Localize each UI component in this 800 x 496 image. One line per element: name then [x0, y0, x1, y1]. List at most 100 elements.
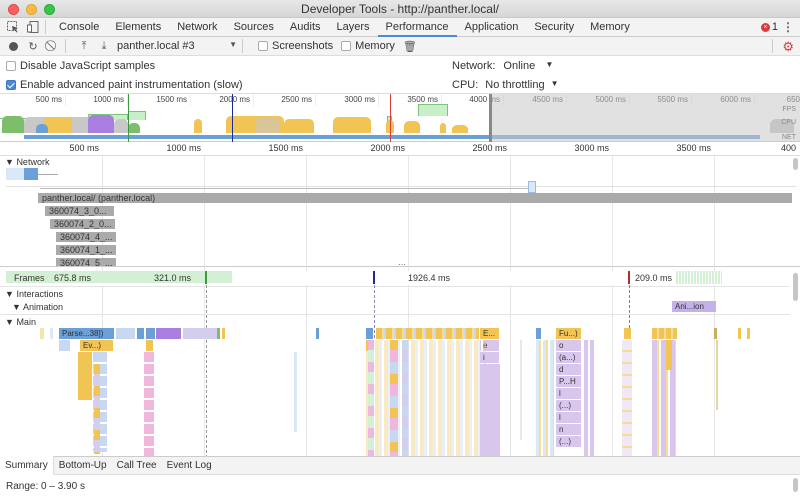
frame-duration[interactable]: 209.0 ms [635, 273, 673, 283]
timeline-overview[interactable]: 500 ms 1000 ms 1500 ms 2000 ms 2500 ms 3… [0, 94, 800, 142]
disable-js-samples-checkbox[interactable]: Disable JavaScript samples [6, 60, 155, 72]
cpu-graph [452, 125, 468, 133]
cpu-graph [2, 116, 24, 133]
expand-triangle-icon: ▼ [5, 317, 14, 327]
flame-event[interactable]: o [556, 340, 582, 351]
network-scrollbar[interactable] [793, 158, 798, 170]
cpu-graph [194, 119, 202, 133]
flame-event[interactable]: d [556, 364, 582, 375]
overview-window-resizer[interactable] [489, 94, 492, 142]
maximize-window-button[interactable] [44, 4, 55, 15]
screenshots-checkbox-box[interactable] [258, 41, 268, 51]
reload-record-button[interactable]: ↻ [26, 39, 40, 53]
memory-checkbox[interactable]: Memory [341, 40, 395, 52]
tab-security[interactable]: Security [534, 20, 575, 33]
dom-content-loaded-marker [128, 94, 129, 142]
flame-event[interactable]: E... [480, 328, 500, 339]
network-graph [0, 135, 760, 139]
record-icon [8, 41, 18, 51]
tab-audits[interactable]: Audits [289, 20, 321, 33]
tab-memory[interactable]: Memory [590, 20, 630, 33]
network-request[interactable]: 360074_3_0... [45, 206, 114, 216]
tab-network[interactable]: Network [177, 20, 218, 33]
device-toolbar-icon[interactable] [26, 20, 40, 34]
save-profile-button[interactable]: ⤓ [97, 39, 111, 53]
overview-tick: 1000 ms [93, 95, 124, 104]
cpu-graph [44, 117, 72, 133]
flame-chart-scrollbar[interactable] [793, 273, 798, 301]
profile-select[interactable]: panther.local #3 ▼ [117, 40, 237, 52]
record-button[interactable] [6, 39, 20, 53]
cpu-graph [88, 115, 114, 133]
animation-event[interactable]: Ani...ion [672, 301, 716, 312]
network-track: ▼ Network panther.local/ (panther.local)… [0, 156, 800, 267]
flame-event[interactable]: (...) [556, 436, 582, 447]
cpu-graph [114, 119, 128, 133]
network-request[interactable]: 360074_5_... [56, 258, 116, 266]
tab-application[interactable]: Application [464, 20, 519, 33]
flame-event-function-call[interactable]: Fu...) [556, 328, 582, 339]
window-controls [8, 4, 55, 15]
advanced-paint-checkbox[interactable]: Enable advanced paint instrumentation (s… [6, 79, 243, 91]
overview-unselected-region [490, 94, 800, 141]
flame-chart[interactable]: Frames 675.8 ms 321.0 ms 1926.4 ms 209.0… [0, 267, 800, 458]
memory-checkbox-box[interactable] [341, 41, 352, 51]
flame-event[interactable]: i [480, 352, 500, 363]
interactions-label: Interactions [16, 289, 63, 299]
inspect-element-icon[interactable] [6, 20, 20, 34]
network-track-header[interactable]: ▼ Network [5, 157, 49, 167]
disable-js-samples-checkbox-box[interactable] [6, 61, 16, 71]
flame-event-parse-html[interactable]: Parse...38]) [59, 328, 115, 339]
ruler-tick: 2500 ms [472, 143, 507, 153]
error-icon: × [760, 22, 770, 32]
tab-summary[interactable]: Summary [0, 456, 54, 475]
overview-tick: 500 ms [35, 95, 62, 104]
network-throttling-select[interactable]: Online ▼ [503, 60, 553, 72]
collect-garbage-button[interactable]: 🗑 [403, 39, 417, 53]
clear-button[interactable]: ⃠ [46, 39, 60, 53]
flame-event[interactable]: l [556, 388, 582, 399]
flame-event[interactable]: l [556, 412, 582, 423]
network-request[interactable]: 360074_2_0... [50, 219, 115, 229]
upload-icon: ⤒ [81, 39, 87, 52]
window-titlebar: Developer Tools - http://panther.local/ [0, 0, 800, 18]
screenshots-checkbox[interactable]: Screenshots [258, 40, 333, 52]
network-request[interactable]: panther.local/ (panther.local) [38, 193, 792, 203]
flame-event-evaluate-script[interactable]: Ev...) [80, 340, 114, 351]
flame-event[interactable]: P...H [556, 376, 582, 387]
main-thread-header[interactable]: ▼ Main [5, 317, 36, 327]
more-options-icon[interactable]: ⋮ [782, 20, 794, 34]
tab-sources[interactable]: Sources [233, 20, 274, 33]
minimize-window-button[interactable] [26, 4, 37, 15]
frame-duration[interactable]: 321.0 ms [154, 273, 192, 283]
network-request[interactable]: 360074_4_... [56, 232, 116, 242]
tab-layers[interactable]: Layers [336, 20, 370, 33]
network-request-bar[interactable] [528, 181, 536, 193]
flame-event[interactable]: (a...) [556, 352, 582, 363]
network-throttling-label: Network: [452, 60, 496, 72]
capture-settings-gear-icon[interactable]: ⚙ [782, 39, 794, 54]
frame-duration[interactable]: 675.8 ms [54, 273, 92, 283]
frame-duration[interactable]: 1926.4 ms [408, 273, 451, 283]
overview-tick: 2000 ms [219, 95, 250, 104]
split-resizer[interactable]: ⋯ [398, 260, 406, 269]
flame-event[interactable]: n [556, 424, 582, 435]
network-throttling: Network: Online ▼ [452, 60, 553, 72]
tab-event-log[interactable]: Event Log [166, 460, 212, 471]
close-window-button[interactable] [8, 4, 19, 15]
load-profile-button[interactable]: ⤒ [77, 39, 91, 53]
tab-performance[interactable]: Performance [377, 18, 457, 37]
network-track-label: Network [16, 157, 50, 167]
tab-bottom-up[interactable]: Bottom-Up [58, 460, 107, 471]
advanced-paint-checkbox-box[interactable] [6, 80, 16, 90]
error-counter[interactable]: × 1 [760, 21, 778, 33]
details-scrollbar[interactable] [793, 478, 798, 492]
cpu-throttling-select[interactable]: No throttling ▼ [485, 79, 558, 91]
tab-console[interactable]: Console [59, 20, 100, 33]
network-request[interactable]: 360074_1_... [56, 245, 116, 255]
tab-call-tree[interactable]: Call Tree [116, 460, 157, 471]
interactions-track-header[interactable]: ▼ Interactions [5, 289, 63, 299]
animation-track-header[interactable]: ▼ Animation [12, 302, 63, 312]
flame-event[interactable]: (...) [556, 400, 582, 411]
tab-elements[interactable]: Elements [115, 20, 162, 33]
